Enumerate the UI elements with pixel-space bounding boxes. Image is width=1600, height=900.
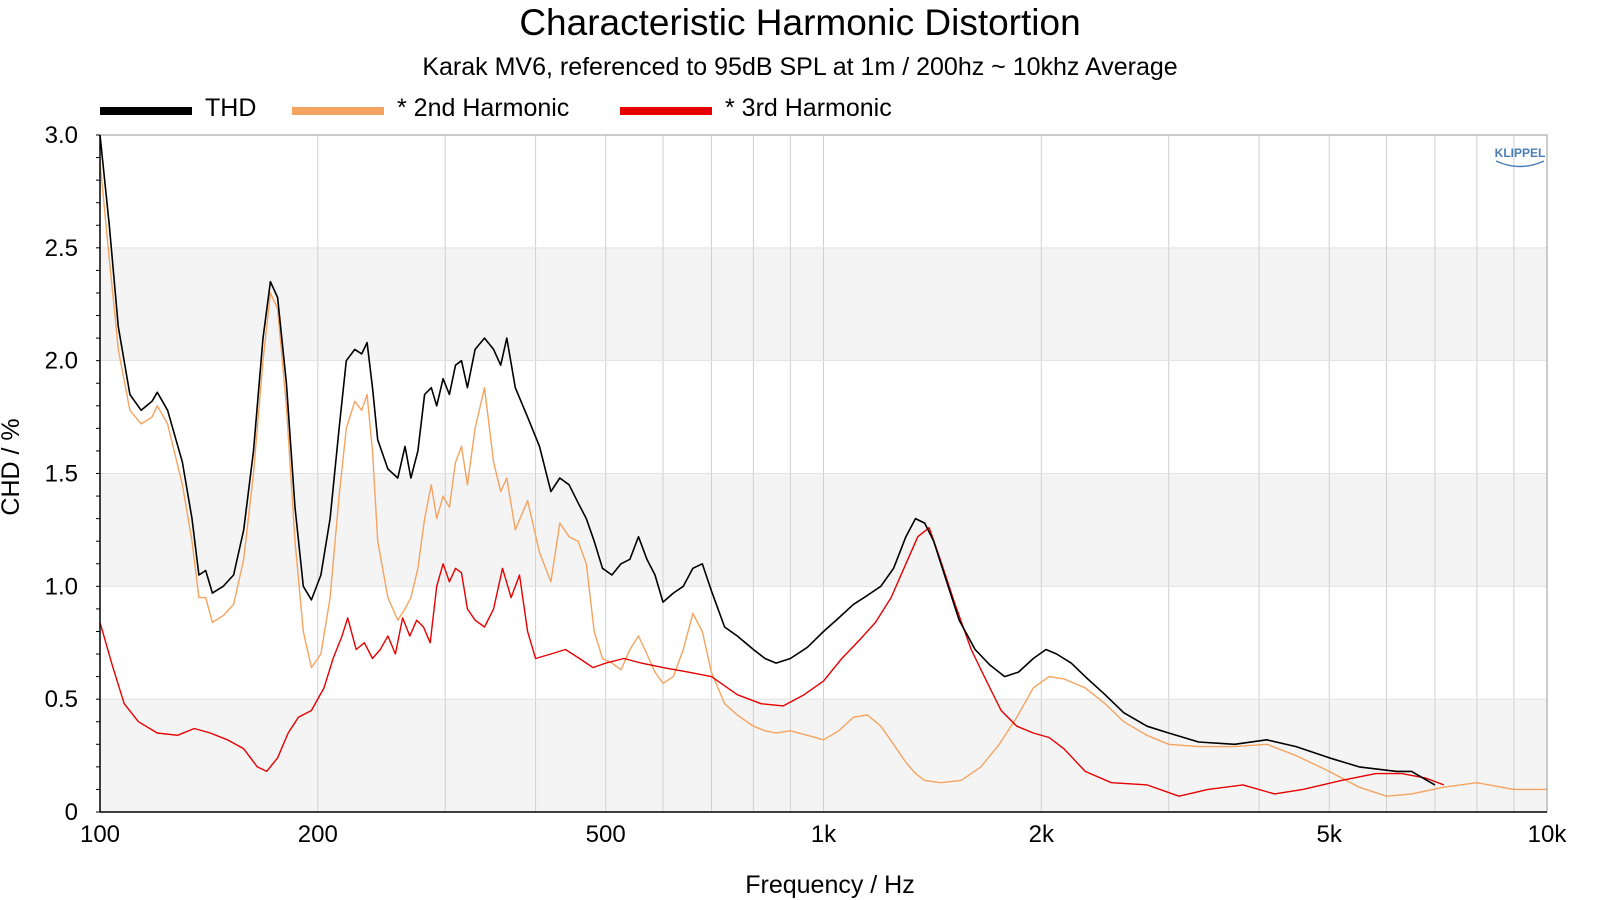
y-tick-label: 1.0 <box>45 573 78 600</box>
x-tick-label: 10k <box>1528 821 1568 848</box>
legend-label-2nd-harmonic: * 2nd Harmonic <box>397 94 570 122</box>
legend-swatch-thd <box>100 107 192 115</box>
series-lines <box>99 134 1547 797</box>
plot-frame <box>96 134 1548 813</box>
chart-title: Characteristic Harmonic Distortion <box>519 2 1081 43</box>
y-tick-label: 2.0 <box>45 348 78 375</box>
tick-labels: 100 200 500 1k 2k 5k 10k 0 0.5 1.0 1.5 2.0 2.5 3.0 <box>45 122 1568 848</box>
y-tick-label: 2.5 <box>45 235 78 262</box>
y-axis-label: CHD / % <box>0 418 25 515</box>
series-line-3rd-harmonic <box>99 527 1445 797</box>
y-tick-label: 3.0 <box>45 122 78 149</box>
x-tick-label: 100 <box>80 821 120 848</box>
klippel-watermark: KLIPPEL <box>1495 146 1546 160</box>
y-tick-label: 0 <box>65 799 78 826</box>
legend-label-3rd-harmonic: * 3rd Harmonic <box>725 94 892 122</box>
x-tick-label: 5k <box>1317 821 1343 848</box>
klippel-logo-arc <box>1495 160 1545 168</box>
klippel-logo: KLIPPEL <box>1495 146 1546 168</box>
series-line-2nd-harmonic <box>99 162 1547 797</box>
x-tick-label: 2k <box>1029 821 1055 848</box>
legend-label-thd: THD <box>205 94 257 122</box>
series-line-thd <box>99 134 1436 786</box>
y-tick-label: 1.5 <box>45 461 78 488</box>
x-tick-label: 1k <box>811 821 837 848</box>
chart-subtitle: Karak MV6, referenced to 95dB SPL at 1m … <box>422 53 1178 81</box>
x-tick-label: 500 <box>586 821 626 848</box>
y-tick-label: 0.5 <box>45 686 78 713</box>
x-axis-label: Frequency / Hz <box>745 871 915 899</box>
legend-swatch-3rd-harmonic <box>620 107 712 115</box>
legend-swatch-2nd-harmonic <box>292 107 384 115</box>
x-tick-label: 200 <box>298 821 338 848</box>
